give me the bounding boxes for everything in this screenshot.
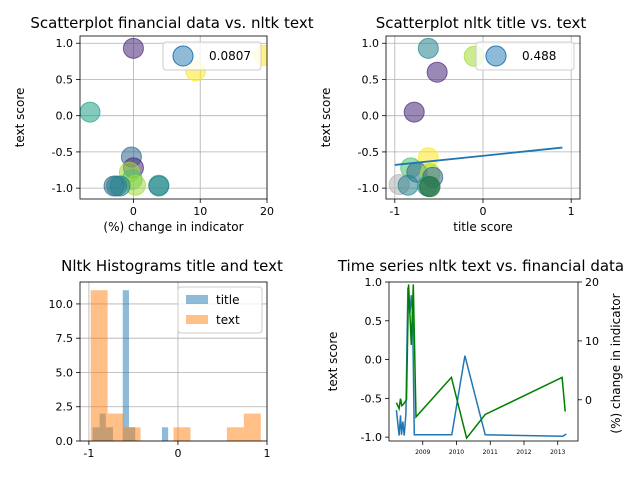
histogram-bar [173, 427, 191, 441]
histogram-series-text [90, 290, 261, 441]
regression-line [394, 146, 563, 166]
axes-frame [79, 35, 268, 200]
y-tick-label: -1.0 [361, 431, 382, 444]
legend-label-text: text [216, 313, 240, 327]
legend-marker [485, 45, 507, 67]
y2-tick-label: 20 [585, 276, 599, 289]
legend-swatch-text [186, 315, 208, 324]
y2-tick-label: 0 [585, 394, 592, 407]
legend-label: 0.0807 [209, 49, 251, 63]
series-line-indicator [395, 284, 566, 440]
histogram-bar [226, 427, 244, 441]
x-tick-label: 1 [568, 205, 575, 218]
points [388, 37, 485, 198]
chart-title: Scatterplot nltk title vs. text [376, 14, 587, 32]
scatter-point [426, 61, 448, 83]
y2-tick-label: 10 [585, 335, 599, 348]
x-tick-label: 2012 [516, 449, 531, 456]
scatter-point [403, 101, 425, 123]
y2-axis-label: (%) change in indicator [609, 293, 623, 433]
legend-marker [172, 45, 194, 67]
scatter-point [80, 101, 101, 123]
y-tick-label: -1.0 [358, 182, 379, 195]
y-tick-label: 0.5 [56, 73, 74, 86]
histogram-bar [161, 427, 169, 441]
y-tick-label: 1.0 [362, 37, 380, 50]
x-tick-label: 1 [264, 447, 271, 460]
x-axis-label: title score [453, 220, 513, 234]
x-tick-label: 2009 [415, 449, 430, 456]
scatter-panel-1: 0 10 20 -1.0 -0.5 0.0 0.5 1.0 Scatterplot financ… [13, 14, 314, 234]
scatter-point [417, 37, 439, 59]
x-axis-label: (%) change in indicator [103, 220, 243, 234]
x-tick-label: -1 [83, 447, 94, 460]
legend: 0.488 [475, 41, 575, 71]
y-axis-label: text score [319, 88, 333, 148]
y-tick-label: 0.5 [362, 73, 380, 86]
histogram-bar [107, 413, 124, 441]
x-tick-label: -1 [389, 205, 400, 218]
legend: 0.0807 [162, 41, 262, 71]
series-lines [395, 284, 567, 440]
chart-title: Time series nltk text vs. financial data [337, 257, 624, 275]
y-tick-label: 7.5 [56, 332, 74, 345]
legend-label-title: title [216, 293, 239, 307]
y-tick-label: 0.0 [362, 110, 380, 123]
legend-swatch-title [186, 295, 208, 304]
x-tick-label: 0 [174, 447, 181, 460]
y-tick-label: 5.0 [56, 366, 74, 379]
y-tick-label: 1.0 [56, 37, 74, 50]
y-tick-label: 0.0 [56, 110, 74, 123]
histogram-bar [90, 290, 108, 441]
x-tick-label: 0 [130, 205, 137, 218]
timeseries-panel: 2009 2010 2011 2012 2013 -1.0 -0.5 0.0 0.5 1.0 0 10… [326, 257, 624, 456]
y-tick-label: -0.5 [358, 146, 379, 159]
y-tick-label: 0.0 [365, 354, 383, 367]
histogram-bar [123, 427, 141, 441]
scatter-panel-2: -1 0 1 -1.0 -0.5 0.0 0.5 1.0 Scatterplot nltk ti… [319, 14, 586, 234]
y-tick-label: 2.5 [56, 401, 74, 414]
x-tick-label: 2013 [550, 449, 565, 456]
x-tick-label: 2010 [449, 449, 464, 456]
x-tick-label: 10 [193, 205, 207, 218]
y-tick-label: -0.5 [361, 392, 382, 405]
y-tick-label: -1.0 [52, 182, 73, 195]
scatter-point [122, 37, 144, 59]
legend: title text [177, 286, 263, 334]
scatter-point [419, 176, 441, 198]
y-tick-label: -0.5 [52, 146, 73, 159]
y-axis-label: text score [13, 88, 27, 148]
x-tick-label: 20 [260, 205, 274, 218]
y-tick-label: 0.0 [56, 435, 74, 448]
histogram-bar [243, 413, 261, 441]
y-tick-label: 1.0 [365, 276, 383, 289]
chart-title: Scatterplot financial data vs. nltk text [30, 14, 313, 32]
points [80, 37, 267, 197]
legend-label: 0.488 [522, 49, 556, 63]
histogram-bar [122, 290, 129, 441]
axes-frame [388, 281, 579, 442]
x-tick-label: 2011 [483, 449, 498, 456]
scatter-point [109, 175, 131, 197]
y-tick-label: 0.5 [365, 315, 383, 328]
scatter-point [148, 175, 170, 197]
axes-frame [385, 35, 581, 200]
scatter-point [397, 174, 419, 196]
x-tick-label: 0 [480, 205, 487, 218]
chart-title: Nltk Histograms title and text [61, 257, 283, 275]
y-tick-label: 10.0 [49, 298, 74, 311]
series-line-text-score [395, 287, 567, 438]
axes-frame [79, 281, 268, 442]
y-axis-label: text score [326, 332, 340, 392]
